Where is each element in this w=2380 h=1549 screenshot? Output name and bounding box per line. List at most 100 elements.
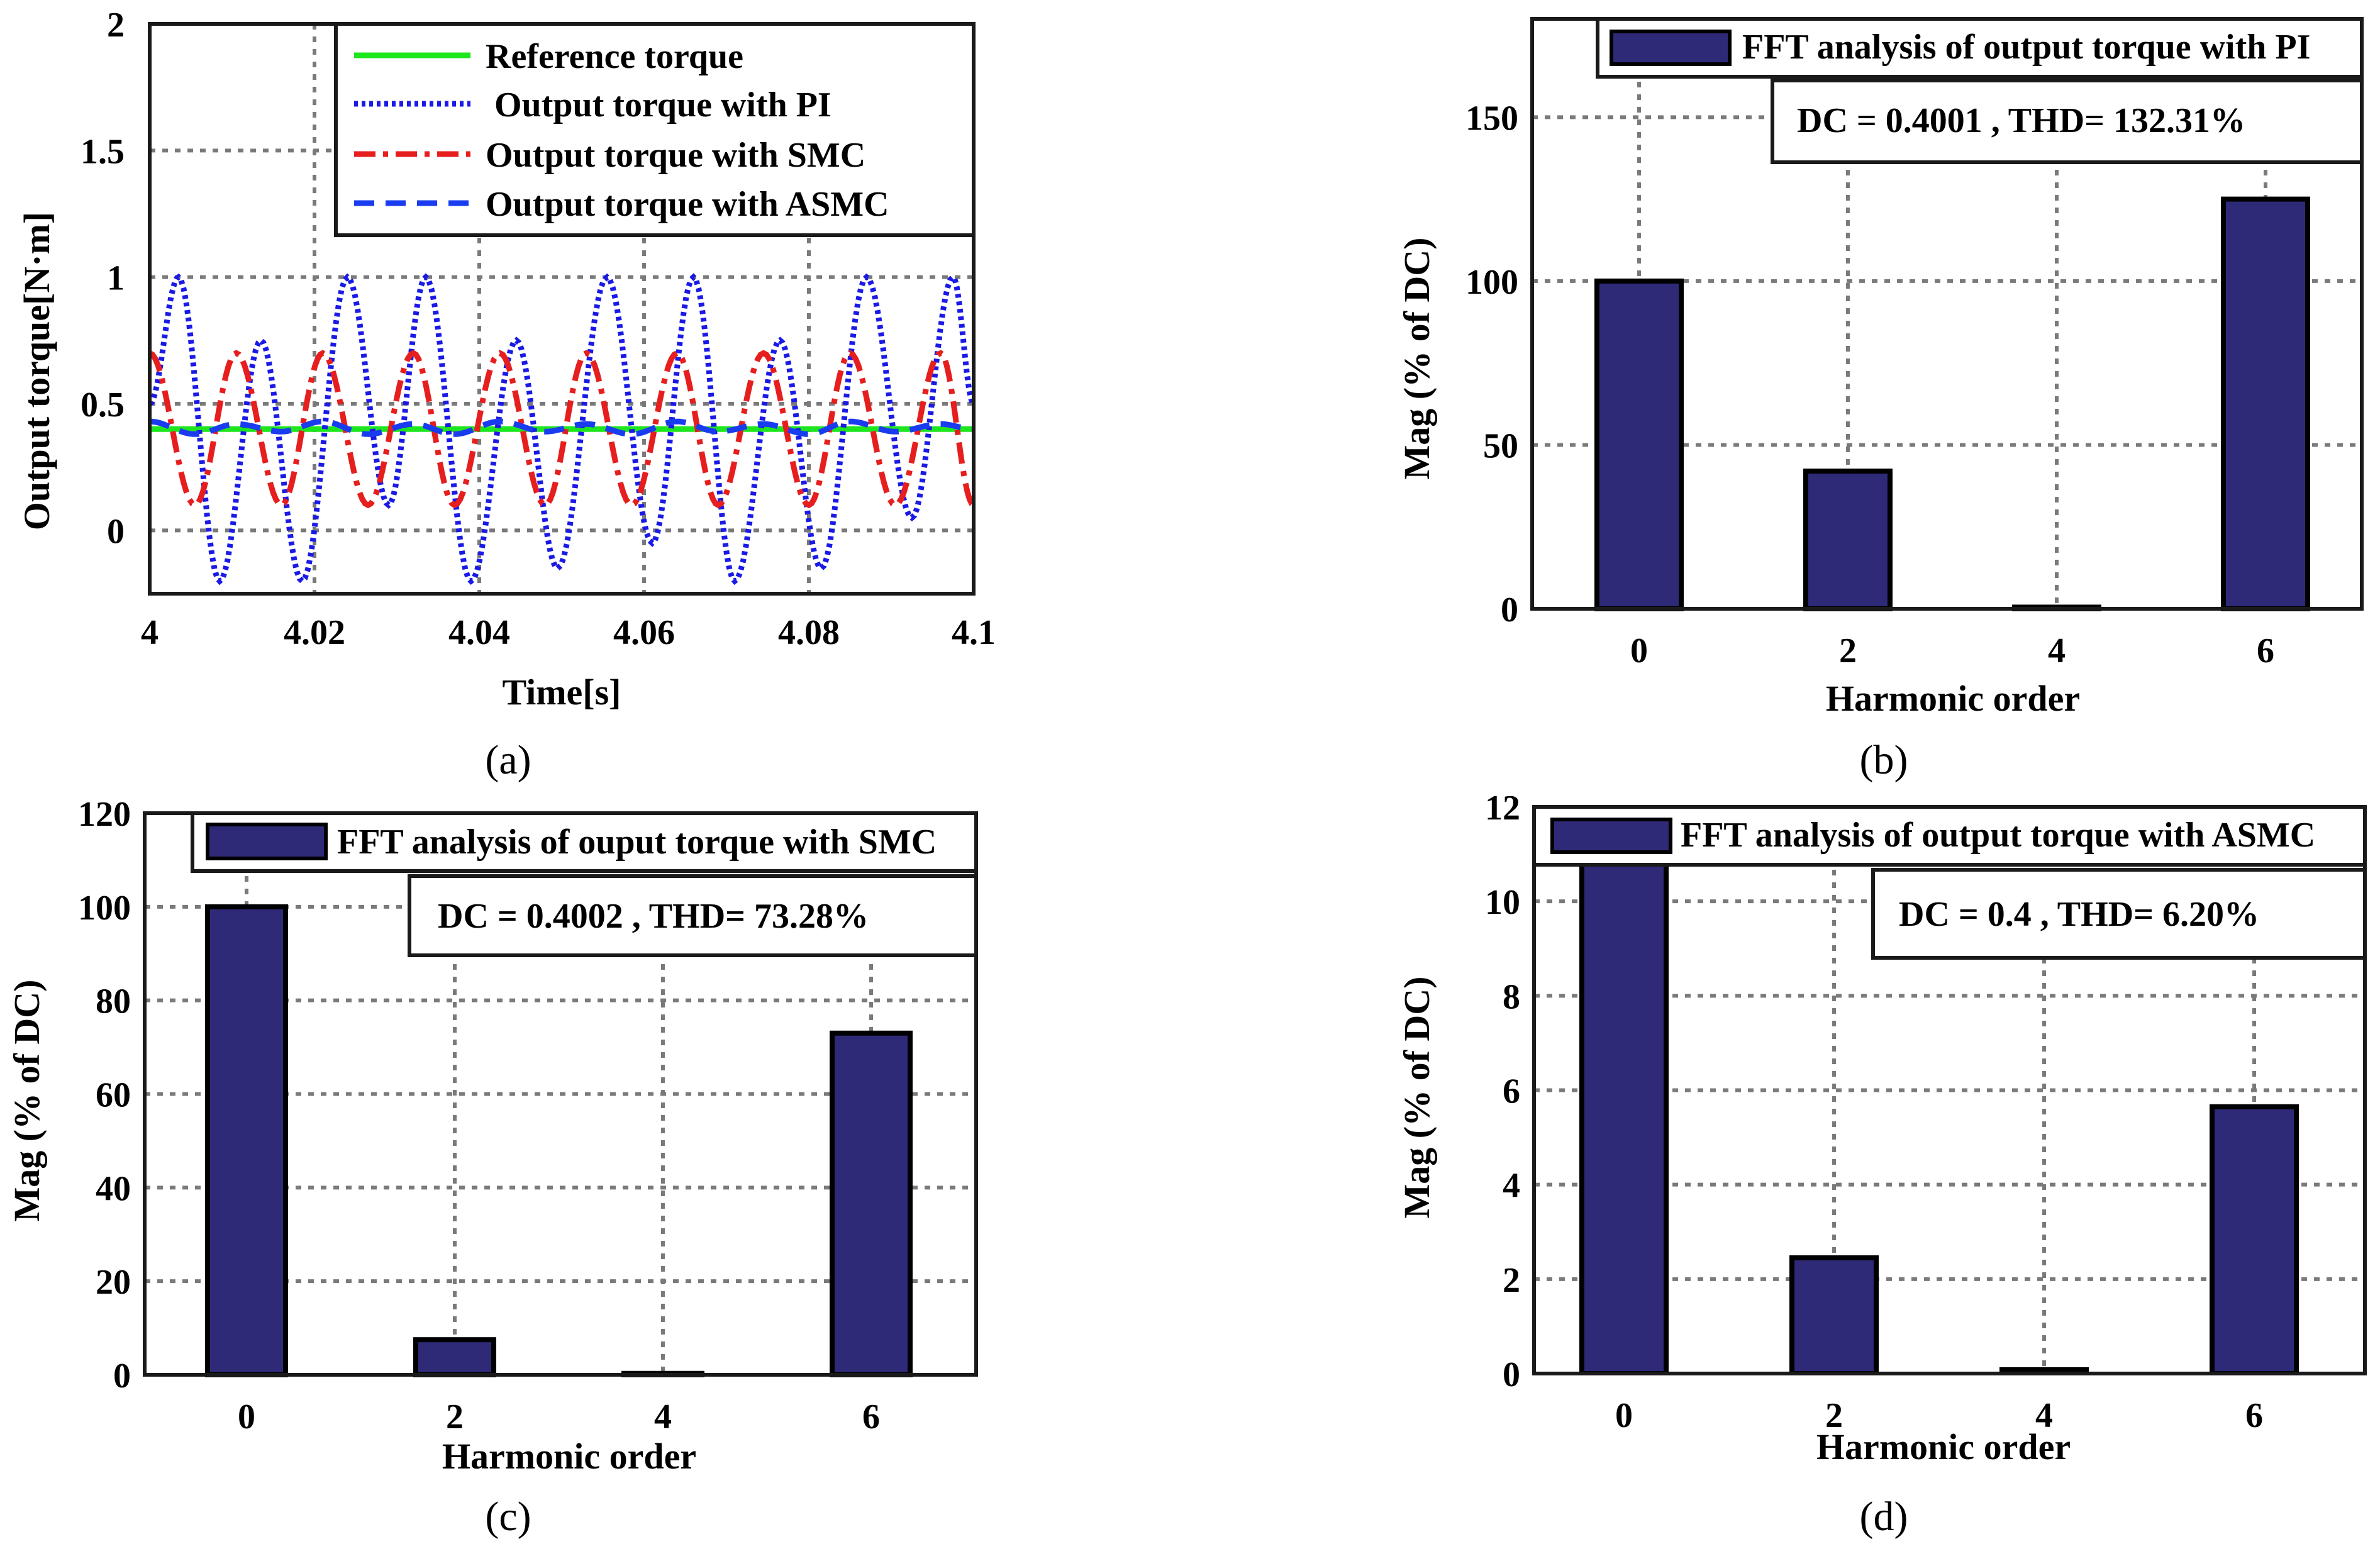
y-tick-label: 50 <box>1483 426 1518 465</box>
x-tick-label: 2 <box>1839 631 1857 670</box>
panel-label-c: (c) <box>485 1494 531 1540</box>
y-tick-label: 0 <box>1501 591 1518 630</box>
legend-box <box>1532 805 2367 867</box>
legend-label: FFT analysis of output torque with PI <box>1742 28 2310 67</box>
legend: FFT analysis of ouput torque with SMC <box>191 811 978 873</box>
y-tick-label: 2 <box>1503 1261 1520 1300</box>
y-axis-label: Mag (% of DC) <box>6 980 47 1222</box>
y-tick-label: 80 <box>96 982 131 1021</box>
x-axis-label: Time[s] <box>502 672 621 713</box>
y-tick-label: 120 <box>78 795 131 834</box>
legend-swatch <box>1550 818 1672 854</box>
x-tick-labels: 0 2 4 6 <box>1615 1396 2263 1435</box>
series-line-1 <box>150 273 974 586</box>
y-tick-label: 0 <box>113 1357 131 1396</box>
legend: FFT analysis of output torque with PI <box>1596 17 2364 79</box>
y-tick-label: 20 <box>96 1263 131 1302</box>
x-tick-label: 4 <box>654 1397 672 1436</box>
x-tick-labels: 0 2 4 6 <box>238 1397 880 1436</box>
bar-0 <box>1594 278 1684 611</box>
panel-label-a: (a) <box>485 737 531 783</box>
x-axis-label: Harmonic order <box>1816 1426 2071 1467</box>
bar-2 <box>1803 469 1893 612</box>
y-axis-label: Mag (% of DC) <box>1396 977 1437 1219</box>
x-tick-label: 2 <box>446 1397 464 1436</box>
x-tick-label: 4.02 <box>284 613 345 652</box>
bar-4 <box>1999 1367 2089 1374</box>
series-line-2 <box>150 350 974 509</box>
annotation-text: DC = 0.4002 , THD= 73.28% <box>438 897 869 936</box>
bar-2 <box>1789 1255 1879 1374</box>
legend-swatch <box>1610 30 1732 66</box>
x-tick-label: 4.06 <box>613 613 675 652</box>
y-tick-label: 10 <box>1485 883 1520 922</box>
y-tick-label: 12 <box>1485 789 1520 828</box>
x-tick-label: 4.08 <box>778 613 840 652</box>
y-tick-label: 0 <box>1503 1355 1520 1394</box>
x-tick-label: 6 <box>2257 631 2274 670</box>
y-tick-labels: 0 2 4 6 8 10 12 <box>1485 789 1520 1394</box>
legend-swatch <box>206 823 328 860</box>
x-tick-label: 4.04 <box>448 613 510 652</box>
panel-a-line-chart: 0 0.5 1 1.5 2 4 4.02 4.04 4.06 4.08 4.1 Time[s] O… <box>16 6 996 783</box>
x-tick-label: 0 <box>238 1397 255 1436</box>
y-tick-label: 100 <box>78 889 131 928</box>
bars <box>1579 807 2299 1374</box>
x-tick-label: 4 <box>2035 1396 2053 1435</box>
y-tick-label: 60 <box>96 1076 131 1115</box>
y-axis-label: Mag (% of DC) <box>1396 238 1437 480</box>
y-tick-label: 150 <box>1465 99 1518 138</box>
x-tick-label: 4.1 <box>952 613 996 652</box>
panel-d-bar-chart: 0 2 4 6 8 10 12 0 2 4 6 Harmonic order Mag (% of … <box>1396 789 2367 1540</box>
x-axis-label: Harmonic order <box>1826 678 2080 719</box>
legend-label: FFT analysis of output torque with ASMC <box>1681 816 2315 855</box>
panel-b-bar-chart: 0 50 100 150 0 2 4 6 Harmonic order Mag (% of … <box>1396 17 2364 783</box>
y-tick-labels: 0 0.5 1 1.5 2 <box>81 6 125 551</box>
bar-6 <box>830 1030 913 1377</box>
y-tick-label: 6 <box>1503 1072 1520 1111</box>
y-tick-label: 2 <box>107 6 125 45</box>
x-tick-label: 4 <box>2048 631 2066 670</box>
annotation-text: DC = 0.4001 , THD= 132.31% <box>1797 101 2245 140</box>
y-tick-label: 1 <box>107 259 125 298</box>
y-tick-labels: 0 20 40 60 80 100 120 <box>78 795 131 1396</box>
legend-box <box>334 22 976 237</box>
bars <box>205 904 913 1378</box>
bar-6 <box>2210 1104 2299 1374</box>
annotation-box <box>1771 79 2364 164</box>
annotation-box <box>408 874 978 957</box>
bar-0 <box>205 904 288 1378</box>
legend-label: FFT analysis of ouput torque with SMC <box>337 823 937 862</box>
bar-0 <box>1579 807 1669 1374</box>
legend-label-pi: Output torque with PI <box>486 86 831 125</box>
series-group <box>150 273 974 586</box>
x-tick-labels: 0 2 4 6 <box>1630 631 2274 670</box>
y-tick-label: 40 <box>96 1169 131 1208</box>
bar-6 <box>2221 196 2310 612</box>
bar-2 <box>413 1337 496 1377</box>
legend: Reference torque Output torque with PI O… <box>334 22 976 237</box>
panel-label-b: (b) <box>1860 737 1908 783</box>
x-tick-label: 0 <box>1630 631 1648 670</box>
x-tick-label: 0 <box>1615 1396 1633 1435</box>
series-line-3 <box>150 418 974 437</box>
panel-label-d: (d) <box>1860 1494 1908 1540</box>
y-tick-label: 0 <box>107 512 125 551</box>
y-tick-label: 100 <box>1465 263 1518 302</box>
legend-label-reference: Reference torque <box>486 37 743 76</box>
x-axis-label: Harmonic order <box>442 1436 696 1477</box>
legend-label-asmc: Output torque with ASMC <box>486 185 889 224</box>
y-tick-label: 0.5 <box>81 386 125 425</box>
x-tick-label: 4 <box>141 613 158 652</box>
x-tick-label: 2 <box>1825 1396 1843 1435</box>
x-tick-label: 6 <box>862 1397 880 1436</box>
panel-c-bar-chart: 0 20 40 60 80 100 120 0 2 4 6 Harmonic order Mag … <box>6 795 978 1540</box>
y-axis-label: Output torque[N·m] <box>16 212 57 530</box>
legend: FFT analysis of output torque with ASMC <box>1532 805 2367 867</box>
annotation-text: DC = 0.4 , THD= 6.20% <box>1899 895 2259 934</box>
legend-label-smc: Output torque with SMC <box>486 136 865 175</box>
y-tick-label: 1.5 <box>81 132 125 171</box>
bars <box>1594 196 2310 612</box>
x-tick-label: 6 <box>2245 1396 2263 1435</box>
